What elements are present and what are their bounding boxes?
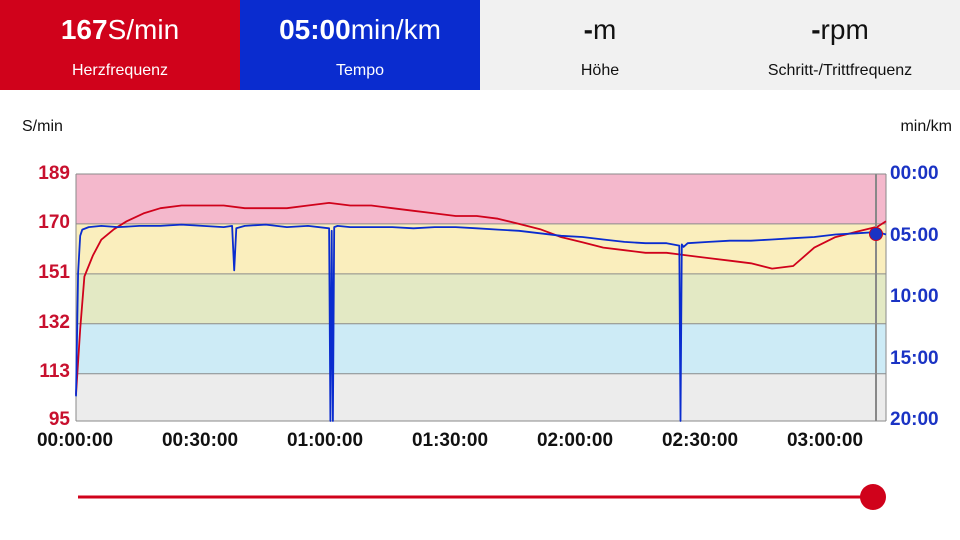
y-right-tick: 05:00	[890, 225, 939, 246]
x-tick: 02:30:00	[661, 430, 739, 451]
x-tick: 03:00:00	[786, 430, 864, 451]
x-tick: 00:30:00	[161, 430, 239, 451]
x-tick: 01:00:00	[286, 430, 364, 451]
y-left-tick: 151	[38, 262, 70, 283]
zone-band	[76, 174, 886, 224]
heart-rate-line	[75, 201, 887, 395]
y-right-tick: 00:00	[890, 163, 939, 184]
y-left-tick: 113	[39, 361, 70, 382]
zone-band	[76, 223, 886, 274]
pace-line	[75, 223, 887, 422]
x-tick: 01:30:00	[411, 430, 489, 451]
chart-grid	[75, 173, 887, 422]
metric-tiles: 167S/min Herzfrequenz 05:00min/km Tempo …	[0, 0, 960, 90]
pace-cursor-dot	[870, 228, 882, 240]
y-left-unit: S/min	[22, 118, 63, 135]
y-left-tick: 132	[38, 312, 70, 333]
y-right-tick: 15:00	[890, 348, 939, 369]
heart-rate-label: Herzfrequenz	[71, 62, 169, 79]
timeline-slider-handle[interactable]	[860, 484, 886, 510]
zone-band	[76, 323, 886, 374]
y-left-tick: 189	[38, 163, 70, 184]
zone-band	[76, 373, 886, 421]
x-tick: 02:00:00	[536, 430, 614, 451]
altitude-value: -m	[583, 14, 617, 45]
y-right-tick: 10:00	[890, 286, 939, 307]
x-tick: 00:00:00	[36, 430, 114, 451]
heart-rate-zones	[76, 174, 886, 421]
y-right-unit: min/km	[900, 118, 952, 135]
cadence-value: -rpm	[811, 14, 869, 45]
y-left-tick: 170	[38, 212, 70, 233]
altitude-tile[interactable]: -m Höhe	[480, 0, 720, 90]
pace-tile[interactable]: 05:00min/km Tempo	[240, 0, 480, 90]
pace-value: 05:00min/km	[279, 14, 441, 45]
altitude-label: Höhe	[580, 62, 620, 79]
heart-rate-tile[interactable]: 167S/min Herzfrequenz	[0, 0, 240, 90]
chart-series	[75, 201, 887, 422]
cadence-tile[interactable]: -rpm Schritt-/Trittfrequenz	[720, 0, 960, 90]
y-right-tick: 20:00	[890, 409, 939, 430]
cadence-label: Schritt-/Trittfrequenz	[767, 62, 913, 79]
y-left-tick: 95	[48, 409, 70, 430]
pace-label: Tempo	[335, 62, 385, 79]
heart-rate-value: 167S/min	[60, 14, 180, 45]
zone-band	[76, 273, 886, 324]
